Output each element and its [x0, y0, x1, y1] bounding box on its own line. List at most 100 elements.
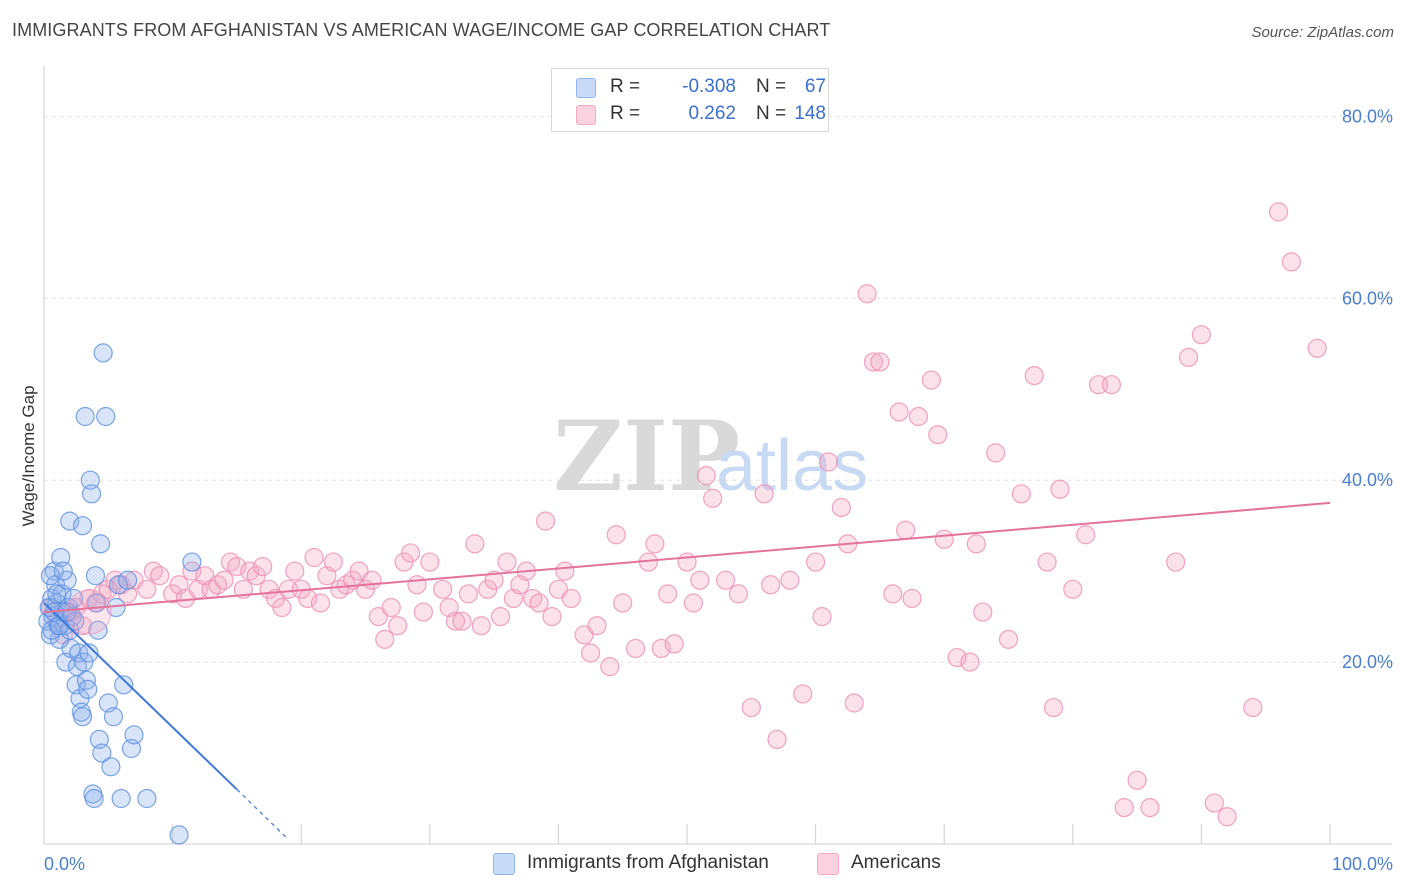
americans-point: [805, 552, 826, 572]
americans-point: [1011, 484, 1031, 504]
americans-point: [1024, 365, 1044, 386]
americans-point: [542, 607, 562, 627]
americans-point: [1063, 579, 1083, 599]
americans-point: [998, 629, 1019, 649]
americans-point: [928, 425, 948, 445]
americans-point: [529, 593, 549, 613]
americans-point: [986, 443, 1006, 463]
watermark-zip: ZIP: [553, 400, 740, 513]
americans-point: [253, 556, 273, 577]
americans-point: [1043, 697, 1064, 718]
americans-point: [490, 607, 511, 627]
legend-label-americans: Americans: [851, 852, 941, 873]
americans-point: [304, 547, 324, 568]
afghanistan-point: [114, 675, 134, 695]
watermark-atlas: atlas: [716, 426, 868, 506]
afghanistan-point: [137, 788, 157, 809]
americans-point: [1243, 697, 1263, 718]
americans-point: [420, 552, 440, 572]
data-points: [38, 202, 1327, 845]
americans-point: [960, 652, 980, 672]
legend-r-label: R =: [610, 76, 641, 97]
americans-point: [1140, 798, 1160, 818]
americans-point: [921, 370, 941, 390]
afghanistan-point: [40, 566, 61, 586]
americans-cluster-point: [66, 589, 112, 635]
x-tick-label-end: 100.0%: [1332, 854, 1393, 874]
americans-point: [375, 629, 395, 649]
afghanistan-point: [60, 511, 80, 531]
americans-point: [445, 611, 466, 631]
americans-point: [934, 529, 954, 549]
americans-point: [600, 657, 620, 677]
americans-point: [137, 579, 157, 599]
afghanistan-point: [101, 757, 121, 777]
americans-point: [484, 570, 504, 590]
americans-point: [703, 488, 723, 508]
legend-swatch-blue: [576, 78, 596, 98]
americans-point: [1178, 347, 1199, 368]
chart-title: IMMIGRANTS FROM AFGHANISTAN VS AMERICAN …: [12, 20, 831, 40]
afghanistan-point: [53, 561, 73, 581]
afghanistan-point: [103, 707, 124, 727]
americans-point: [310, 593, 331, 613]
americans-point: [362, 570, 382, 590]
americans-point: [741, 697, 761, 718]
americans-point: [780, 570, 800, 590]
americans-point: [1076, 525, 1096, 545]
americans-point: [227, 556, 247, 577]
afghanistan-point: [92, 743, 112, 763]
americans-point: [870, 352, 890, 372]
afghanistan-point: [169, 825, 189, 845]
afghanistan-point: [108, 575, 129, 595]
americans-point: [458, 584, 478, 604]
afghanistan-point: [111, 788, 131, 809]
americans-point: [407, 575, 427, 595]
legend-n-label: N =: [756, 103, 787, 124]
americans-point: [625, 638, 646, 659]
afghanistan-point: [90, 534, 111, 554]
americans-point: [1127, 770, 1147, 790]
afghanistan-point: [75, 406, 95, 427]
legend-swatch-pink: [817, 853, 839, 875]
afghanistan-point: [117, 570, 138, 590]
americans-point: [1191, 325, 1212, 345]
legend-n-label: N =: [756, 76, 787, 97]
legend-label-afghanistan: Immigrants from Afghanistan: [527, 852, 769, 873]
americans-point: [214, 570, 234, 590]
watermark: ZIP atlas: [553, 400, 868, 513]
americans-point: [889, 402, 909, 422]
americans-point: [677, 552, 697, 572]
americans-point: [272, 597, 292, 618]
americans-point: [381, 597, 401, 618]
americans-point: [471, 616, 491, 636]
americans-point: [664, 634, 684, 654]
americans-point: [606, 525, 626, 545]
americans-point: [966, 534, 986, 554]
americans-point: [715, 570, 736, 590]
americans-point: [400, 543, 421, 563]
afghanistan-point: [182, 552, 202, 572]
afghanistan-point: [85, 566, 106, 586]
americans-point: [728, 584, 749, 604]
americans-point: [1268, 202, 1289, 222]
grid-lines: [44, 115, 1392, 663]
afghanistan-point: [79, 643, 99, 663]
trend-lines: [43, 501, 1331, 840]
afghanistan-point: [72, 707, 93, 727]
americans-point: [908, 406, 929, 427]
afghanistan-point: [47, 584, 67, 604]
chart-source: Source: ZipAtlas.com: [1251, 24, 1394, 41]
americans-point: [947, 647, 967, 668]
americans-trend-line: [43, 501, 1331, 614]
legend-swatch-blue: [493, 853, 515, 875]
americans-point: [690, 570, 710, 590]
americans-point: [587, 616, 607, 636]
americans-point: [1281, 252, 1302, 272]
afghanistan-point: [80, 470, 100, 490]
americans-point: [465, 534, 485, 554]
americans-point: [896, 520, 916, 540]
y-tick-label: 60.0%: [1342, 288, 1393, 308]
legend-swatch-pink: [576, 105, 596, 125]
